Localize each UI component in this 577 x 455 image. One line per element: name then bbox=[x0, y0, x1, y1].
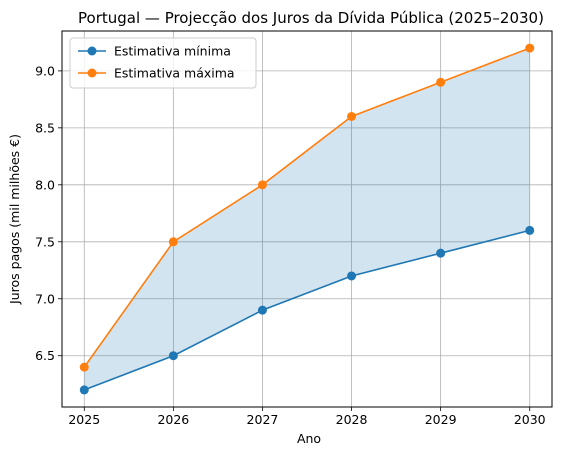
series-lines bbox=[79, 43, 535, 395]
plot-frame bbox=[61, 30, 553, 408]
series-line-1 bbox=[83, 47, 531, 368]
legend: Estimativa mínima Estimativa máxima bbox=[69, 37, 257, 89]
data-point-0 bbox=[79, 385, 89, 395]
data-point-0 bbox=[257, 305, 267, 315]
data-point-1 bbox=[168, 237, 178, 247]
legend-marker bbox=[87, 68, 97, 78]
data-point-0 bbox=[347, 271, 357, 281]
chart-title: Portugal — Projecção dos Juros da Dívida… bbox=[78, 9, 544, 27]
series-line-0 bbox=[83, 229, 530, 391]
y-axis-label: Juros pagos (mil milhões €) bbox=[7, 134, 22, 305]
y-tick-label: 8.0 bbox=[35, 177, 55, 192]
y-tick-label: 6.5 bbox=[35, 348, 55, 363]
data-point-0 bbox=[168, 351, 178, 361]
x-tick-label: 2028 bbox=[336, 412, 368, 427]
data-point-1 bbox=[436, 77, 446, 87]
x-tick-label: 2025 bbox=[68, 412, 100, 427]
legend-label: Estimativa mínima bbox=[114, 44, 231, 59]
x-tick-label: 2030 bbox=[514, 412, 546, 427]
data-point-0 bbox=[436, 248, 446, 258]
x-axis-label: Ano bbox=[297, 431, 321, 446]
legend-label: Estimativa máxima bbox=[114, 66, 235, 81]
x-tick-label: 2026 bbox=[157, 412, 189, 427]
range-band bbox=[84, 48, 530, 390]
y-tick-label: 8.5 bbox=[35, 120, 55, 135]
data-point-1 bbox=[347, 111, 357, 121]
y-axis-ticks: 6.5 7.0 7.5 8.0 8.5 9.0 bbox=[35, 63, 62, 363]
y-tick-label: 9.0 bbox=[35, 63, 55, 78]
data-point-1 bbox=[79, 362, 89, 372]
data-point-0 bbox=[525, 225, 535, 235]
y-tick-label: 7.0 bbox=[35, 291, 55, 306]
legend-marker bbox=[87, 46, 97, 56]
x-axis-ticks: 2025 2026 2027 2028 2029 2030 bbox=[68, 407, 546, 427]
data-point-1 bbox=[525, 43, 535, 53]
data-point-1 bbox=[257, 180, 267, 190]
legend-box bbox=[69, 37, 257, 89]
y-tick-label: 7.5 bbox=[35, 234, 55, 249]
x-tick-label: 2027 bbox=[247, 412, 279, 427]
x-tick-label: 2029 bbox=[425, 412, 457, 427]
